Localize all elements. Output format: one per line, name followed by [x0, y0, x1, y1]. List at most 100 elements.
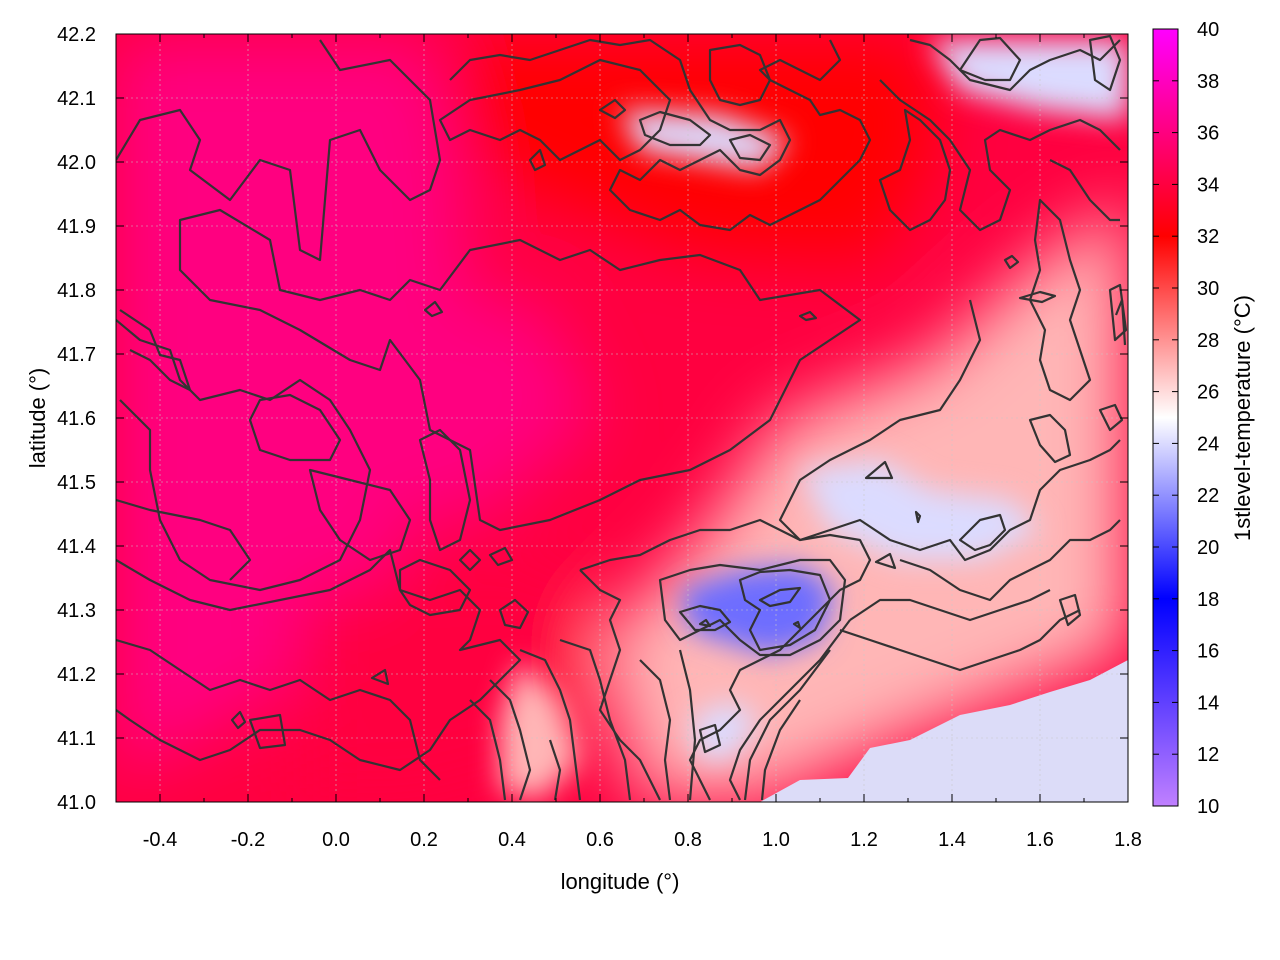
contour-line [678, 604, 732, 632]
contour-line [370, 668, 390, 686]
heat-region [690, 700, 760, 760]
x-tick-label: 0.6 [586, 829, 614, 851]
contour-line [879, 79, 1121, 232]
contour-line [639, 659, 672, 801]
colorbar-tick-label: 28 [1197, 330, 1219, 352]
heat-region [930, 40, 1128, 120]
contour-line [559, 638, 632, 801]
contour-line [498, 598, 530, 630]
y-tick-label: 41.0 [57, 792, 96, 814]
x-axis: -0.4 -0.2 0.0 0.2 0.4 0.6 0.8 1.0 1.2 1.4 1.6 1.8 [115, 34, 1142, 851]
contour-line [743, 649, 831, 801]
colorbar [1152, 28, 1179, 807]
contour-line [1088, 34, 1122, 92]
contour-line [1049, 159, 1120, 222]
coastline-sea [760, 660, 1128, 802]
contour-line [519, 648, 582, 801]
contour-line [708, 43, 772, 107]
contour-line [678, 649, 697, 801]
y-tick-label: 41.8 [57, 280, 96, 302]
contour-line [1058, 593, 1082, 627]
contour-line [423, 300, 444, 318]
x-tick-label: 1.0 [762, 829, 790, 851]
heat-region [800, 460, 1040, 560]
y-tick-label: 41.4 [57, 536, 96, 558]
contour-line [792, 620, 802, 630]
contour-line [248, 713, 287, 750]
heat-region [116, 40, 600, 780]
contour-line [579, 518, 872, 801]
contour-line [778, 299, 1121, 562]
colorbar-tick-label: 36 [1197, 123, 1219, 145]
contour-line [458, 548, 482, 572]
x-tick-label: -0.2 [231, 829, 265, 851]
contour-line [469, 699, 507, 801]
x-tick-label: 0.4 [498, 829, 526, 851]
contour-lines [116, 34, 1128, 801]
colorbar-tick-label: 22 [1197, 485, 1219, 507]
contour-line [738, 568, 832, 652]
contour-line [864, 460, 894, 480]
grid-lines [116, 34, 1128, 802]
y-tick-label: 41.2 [57, 664, 96, 686]
contour-line [914, 510, 922, 524]
x-tick-label: 0.2 [410, 829, 438, 851]
colorbar-tick-label: 26 [1197, 382, 1219, 404]
y-tick-label: 41.7 [57, 344, 96, 366]
contour-line [528, 148, 547, 172]
colorbar-tick-label: 24 [1197, 433, 1219, 455]
contour-line [798, 310, 818, 322]
contour-line [418, 428, 472, 552]
contour-line [698, 723, 722, 754]
contour-line [488, 546, 514, 567]
y-tick-label: 42.0 [57, 152, 96, 174]
contour-line [579, 569, 661, 801]
colorbar-tick-label: 12 [1197, 744, 1219, 766]
colorbar-tick-label: 38 [1197, 71, 1219, 93]
contour-line [230, 710, 247, 730]
contour-line [1003, 254, 1020, 270]
contour-line [1028, 413, 1072, 464]
colorbar-ticks: 10 12 14 16 18 20 22 24 26 28 30 32 34 36 38 40 [1153, 19, 1219, 818]
contour-line [308, 468, 412, 562]
contour-line [598, 98, 627, 120]
contour-line [909, 38, 1121, 92]
y-tick-label: 41.1 [57, 728, 96, 750]
y-tick-label: 41.5 [57, 472, 96, 494]
y-axis: 41.0 41.1 41.2 41.3 41.4 41.5 41.6 41.7 41.8 41.9… [57, 24, 1128, 814]
x-tick-label: 1.6 [1026, 829, 1054, 851]
contour-line [728, 619, 851, 801]
x-tick-label: 1.8 [1114, 829, 1142, 851]
contour-line [839, 609, 1081, 672]
y-tick-label: 42.2 [57, 24, 96, 46]
contour-line [874, 552, 897, 570]
contour-line [398, 558, 472, 617]
contour-line [728, 133, 772, 162]
contour-line [1108, 283, 1128, 342]
contour-line [178, 208, 862, 532]
contour-line [1018, 290, 1057, 304]
contour-line [116, 498, 252, 581]
contour-line [116, 39, 442, 262]
colorbar-tick-label: 32 [1197, 226, 1219, 248]
colorbar-tick-label: 40 [1197, 19, 1219, 41]
contour-line [438, 58, 672, 162]
colorbar-tick-label: 34 [1197, 174, 1219, 196]
contour-line [878, 108, 952, 232]
contour-line [958, 513, 1007, 552]
contour-line [758, 586, 802, 608]
contour-line [489, 679, 532, 801]
colorbar-label: 1stlevel-temperature (°C) [1230, 295, 1255, 541]
colorbar-tick-label: 10 [1197, 796, 1219, 818]
contour-line [116, 548, 522, 772]
contour-line [449, 38, 872, 232]
contour-line [958, 36, 1022, 82]
contour-line [1114, 298, 1127, 346]
contour-line [119, 309, 192, 392]
x-tick-label: -0.4 [143, 829, 177, 851]
y-tick-label: 41.9 [57, 216, 96, 238]
contour-line [1028, 198, 1092, 402]
colorbar-tick-label: 14 [1197, 692, 1219, 714]
contour-line [658, 558, 847, 657]
